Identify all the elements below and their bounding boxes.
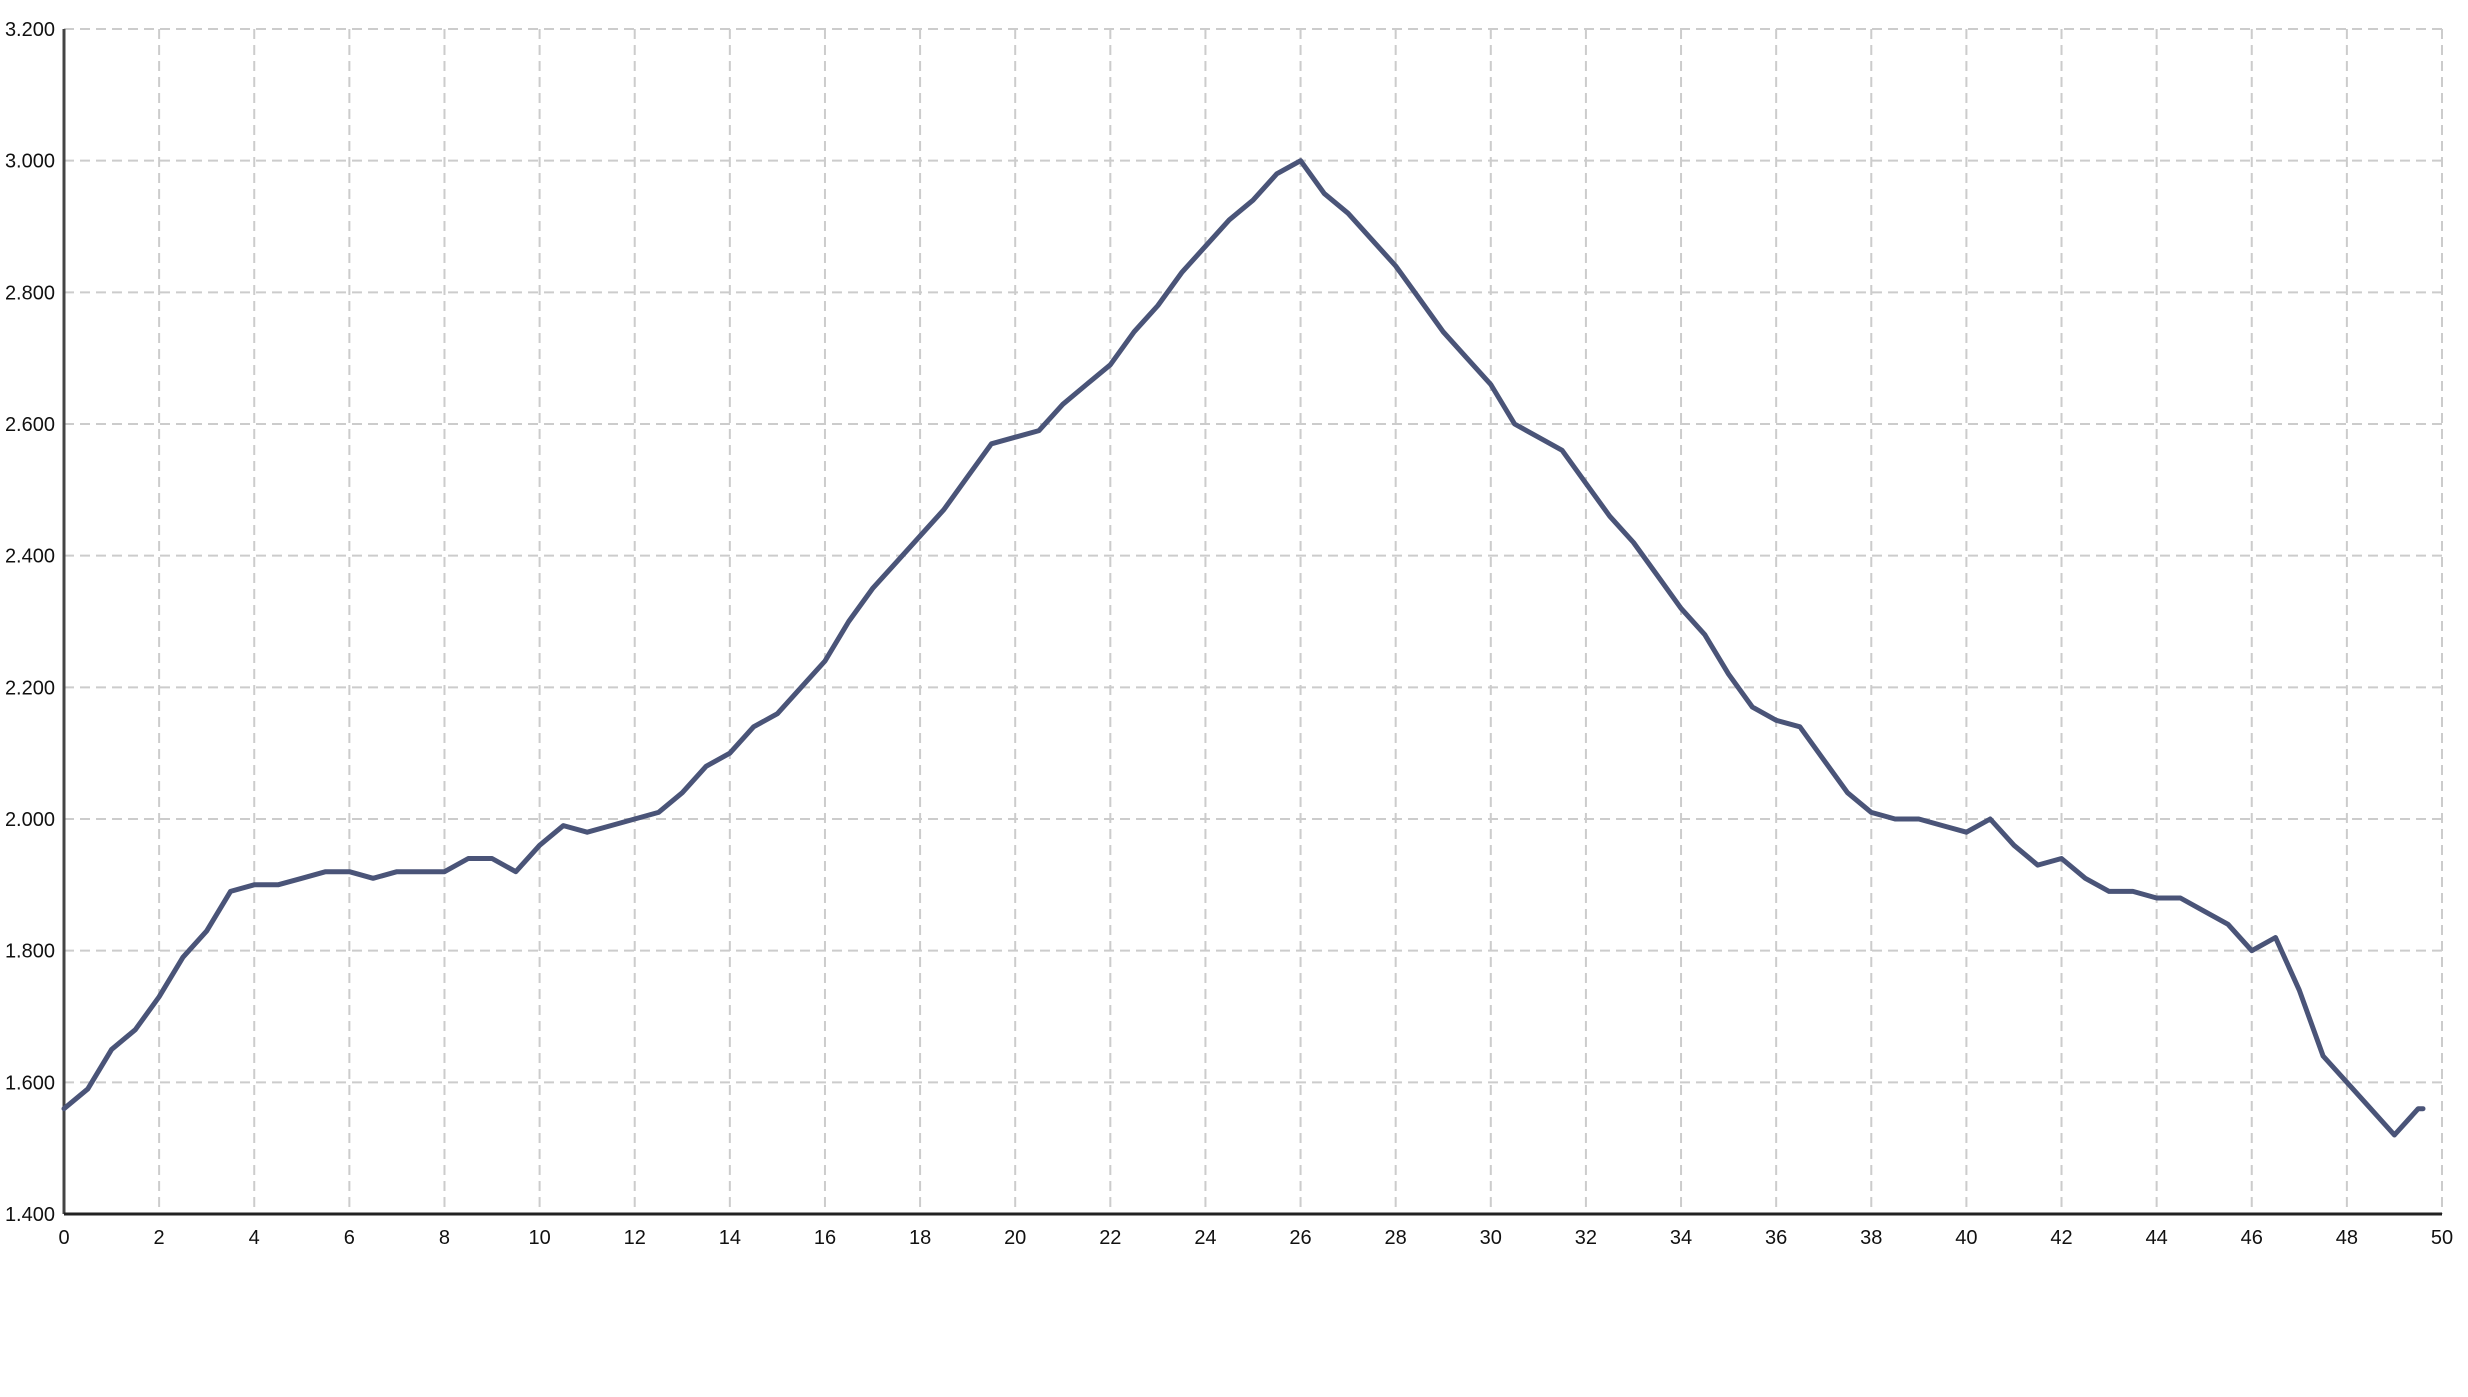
y-tick-label: 1.400: [5, 1204, 55, 1226]
x-tick-label: 24: [1194, 1227, 1216, 1249]
x-tick-label: 20: [1004, 1227, 1026, 1249]
y-tick-label: 2.000: [5, 809, 55, 831]
x-tick-label: 10: [528, 1227, 550, 1249]
x-tick-label: 22: [1099, 1227, 1121, 1249]
x-tick-label: 48: [2336, 1227, 2358, 1249]
grid: [64, 28, 2443, 1214]
y-tick-label: 3.200: [5, 19, 55, 41]
x-tick-label: 14: [719, 1227, 741, 1249]
y-tick-label: 1.800: [5, 941, 55, 963]
x-tick-label: 38: [1860, 1227, 1882, 1249]
x-axis-ticks: 0 2 4 6 8 10 12 14 16 18 20 22 24 26 28 30 32 34 36 38 40 42 4…: [58, 1227, 2453, 1249]
x-tick-label: 30: [1480, 1227, 1502, 1249]
x-tick-label: 36: [1765, 1227, 1787, 1249]
x-tick-label: 0: [58, 1227, 69, 1249]
y-tick-label: 3.000: [5, 151, 55, 173]
x-tick-label: 34: [1670, 1227, 1692, 1249]
x-tick-label: 50: [2431, 1227, 2453, 1249]
y-tick-label: 2.200: [5, 677, 55, 699]
y-tick-label: 2.400: [5, 546, 55, 568]
x-tick-label: 16: [814, 1227, 836, 1249]
series-line: [61, 158, 2426, 1138]
x-tick-label: 18: [909, 1227, 931, 1249]
x-tick-label: 42: [2050, 1227, 2072, 1249]
x-tick-label: 12: [624, 1227, 646, 1249]
x-tick-label: 46: [2241, 1227, 2263, 1249]
x-tick-label: 6: [344, 1227, 355, 1249]
x-tick-label: 4: [249, 1227, 260, 1249]
x-tick-label: 28: [1385, 1227, 1407, 1249]
y-tick-label: 2.600: [5, 414, 55, 436]
x-tick-label: 40: [1955, 1227, 1977, 1249]
y-tick-label: 2.800: [5, 282, 55, 304]
x-tick-label: 32: [1575, 1227, 1597, 1249]
x-tick-label: 2: [154, 1227, 165, 1249]
x-tick-label: 44: [2146, 1227, 2168, 1249]
y-tick-label: 1.600: [5, 1072, 55, 1094]
x-tick-label: 26: [1289, 1227, 1311, 1249]
x-tick-label: 8: [439, 1227, 450, 1249]
y-axis-ticks: 1.400 1.600 1.800 2.000 2.200 2.400 2.600 2.800…: [5, 19, 55, 1226]
